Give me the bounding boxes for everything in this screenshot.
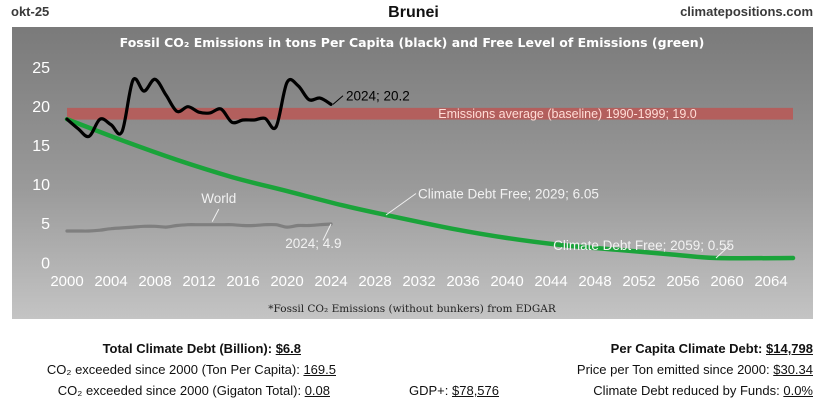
y-tick-label: 5 <box>41 216 50 233</box>
exceeded-ton-row: CO₂ exceeded since 2000 (Ton Per Capita)… <box>47 362 336 377</box>
chart-background <box>12 27 813 319</box>
x-tick-label: 2060 <box>710 273 743 290</box>
baseline-label: Emissions average (baseline) 1990-1999; … <box>438 107 697 121</box>
x-tick-label: 2028 <box>358 273 391 290</box>
price-label: Price per Ton emitted since 2000: <box>576 362 770 377</box>
funds-row: Climate Debt reduced by Funds: 0.0% <box>593 383 813 398</box>
x-tick-label: 2052 <box>622 273 655 290</box>
y-tick-label: 10 <box>32 177 50 194</box>
x-tick-label: 2016 <box>226 273 259 290</box>
funds-label: Climate Debt reduced by Funds: <box>593 383 780 398</box>
annotation-leader <box>385 193 417 216</box>
gdp-value: $78,576 <box>452 383 499 398</box>
annotation-debt-free-2059: Climate Debt Free; 2059; 0.55 <box>553 238 734 253</box>
annotation-brunei-2024: 2024; 20.2 <box>346 89 410 104</box>
chart-footnote: *Fossil CO₂ Emissions (without bunkers) … <box>268 303 557 315</box>
price-value: $30.34 <box>773 362 813 377</box>
x-tick-label: 2048 <box>578 273 611 290</box>
per-capita-row: Per Capita Climate Debt: $14,798 <box>611 341 813 356</box>
exceeded-gt-row: CO₂ exceeded since 2000 (Gigaton Total):… <box>58 383 330 398</box>
x-tick-label: 2020 <box>270 273 303 290</box>
funds-value: 0.0% <box>783 383 813 398</box>
chart-title: Fossil CO₂ Emissions in tons Per Capita … <box>120 35 705 50</box>
free-level-line <box>64 116 796 261</box>
y-tick-label: 15 <box>32 138 50 155</box>
x-tick-label: 2056 <box>666 273 699 290</box>
total-debt-row: Total Climate Debt (Billion): $6.8 <box>103 341 301 356</box>
y-tick-label: 0 <box>41 255 50 272</box>
country-title: Brunei <box>388 4 439 21</box>
x-tick-label: 2004 <box>94 273 127 290</box>
world-emissions-line <box>65 222 333 233</box>
annotation-leader <box>211 208 220 222</box>
emissions-chart: Fossil CO₂ Emissions in tons Per Capita … <box>12 27 813 319</box>
x-tick-label: 2064 <box>754 273 787 290</box>
x-tick-label: 2040 <box>490 273 523 290</box>
chart-svg: Fossil CO₂ Emissions in tons Per Capita … <box>12 27 813 319</box>
exceeded-ton-label: CO₂ exceeded since 2000 (Ton Per Capita)… <box>46 362 300 377</box>
date-label: okt-25 <box>11 4 50 19</box>
y-tick-label: 20 <box>32 99 50 116</box>
x-tick-label: 2036 <box>446 273 479 290</box>
exceeded-gt-value: 0.08 <box>304 383 330 398</box>
total-debt-value: $6.8 <box>275 341 301 356</box>
exceeded-gt-label: CO₂ exceeded since 2000 (Gigaton Total): <box>57 383 302 398</box>
per-capita-value: $14,798 <box>766 341 813 356</box>
gdp-label: GDP+: <box>409 383 449 398</box>
site-label: climatepositions.com <box>680 4 813 19</box>
gdp-row: GDP+: $78,576 <box>409 383 499 398</box>
x-tick-label: 2012 <box>182 273 215 290</box>
x-tick-label: 2044 <box>534 273 567 290</box>
annotation-world: World <box>201 191 236 206</box>
per-capita-label: Per Capita Climate Debt: <box>610 341 763 356</box>
x-tick-label: 2008 <box>138 273 171 290</box>
exceeded-ton-value: 169.5 <box>303 362 336 377</box>
annotation-world-2024: 2024; 4.9 <box>285 236 341 251</box>
brunei-emissions-line <box>65 77 333 139</box>
x-tick-label: 2024 <box>314 273 347 290</box>
annotation-leader <box>332 95 344 105</box>
annotation-leader <box>715 244 731 259</box>
baseline-band <box>67 107 793 120</box>
x-tick-label: 2000 <box>50 273 83 290</box>
price-row: Price per Ton emitted since 2000: $30.34 <box>577 362 813 377</box>
total-debt-label: Total Climate Debt (Billion): <box>102 341 273 356</box>
y-tick-label: 25 <box>32 60 50 77</box>
annotation-leader <box>322 223 332 241</box>
x-tick-label: 2032 <box>402 273 435 290</box>
annotation-debt-free-2029: Climate Debt Free; 2029; 6.05 <box>418 186 599 201</box>
